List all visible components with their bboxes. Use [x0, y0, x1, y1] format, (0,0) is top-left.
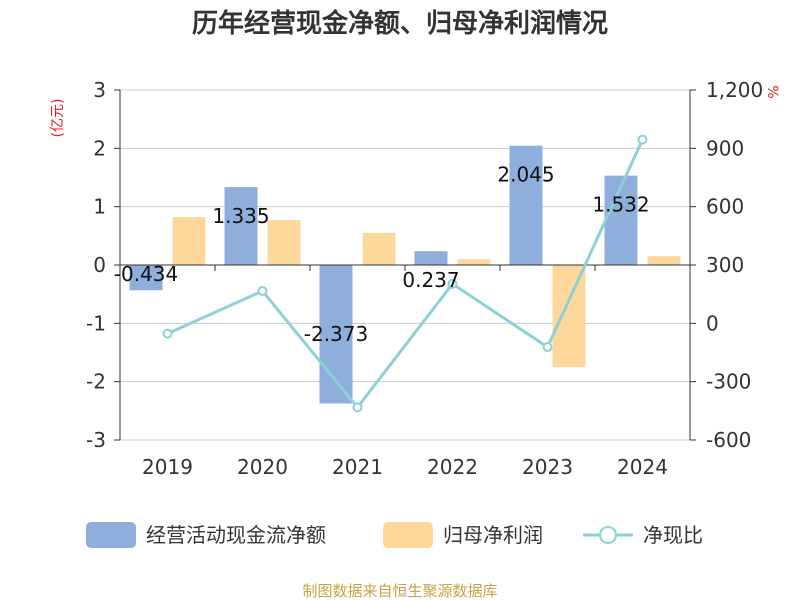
data-labels: -0.434 1.335 -2.373 0.237 2.045 1.532	[114, 163, 650, 346]
cashflow-data-label: 2.045	[497, 163, 554, 187]
bar-marks	[129, 145, 681, 404]
cashflow-bar	[414, 251, 448, 265]
left-tick-label: -2	[86, 370, 106, 394]
x-tick-label: 2023	[522, 455, 573, 479]
ratio-polyline	[166, 138, 644, 410]
cashflow-data-label: 1.532	[592, 193, 649, 217]
cashflow-bar	[604, 175, 638, 265]
ratio-line	[162, 134, 648, 413]
cashflow-data-label: 0.237	[402, 268, 459, 292]
ratio-point	[542, 342, 553, 353]
cashflow-data-label: -2.373	[304, 322, 368, 346]
left-tick-label: 2	[93, 136, 106, 160]
cashflow-bar	[509, 145, 543, 265]
net-profit-bar	[552, 265, 586, 368]
ratio-point	[162, 328, 173, 339]
source-note: 制图数据来自恒生聚源数据库	[302, 582, 497, 600]
left-tick-label: -1	[86, 311, 106, 335]
legend-label-ratio: 净现比	[643, 523, 703, 547]
net-profit-bar	[647, 256, 681, 265]
ratio-point	[352, 402, 363, 413]
left-tick-label: 3	[93, 78, 106, 102]
x-tick-label: 2022	[427, 455, 478, 479]
net-profit-bar	[457, 259, 491, 265]
ratio-point	[257, 286, 268, 297]
cashflow-bar	[129, 265, 163, 291]
chart-title: 历年经营现金净额、归母净利润情况	[192, 8, 608, 39]
left-tick-label: 1	[93, 195, 106, 219]
legend-marker-ratio	[599, 526, 617, 544]
right-axis-unit: %	[764, 85, 780, 98]
cashflow-data-label: 1.335	[212, 204, 269, 228]
net-profit-bar	[267, 220, 301, 265]
legend: 经营活动现金流净额 归母净利润 净现比	[86, 522, 703, 548]
legend-label-net-profit: 归母净利润	[443, 523, 543, 547]
right-tick-label: 900	[706, 136, 744, 160]
net-profit-bar	[362, 232, 396, 265]
x-tick-label: 2019	[142, 455, 193, 479]
right-tick-label: -300	[706, 370, 751, 394]
right-tick-label: -600	[706, 428, 751, 452]
ratio-point	[637, 134, 648, 145]
x-tick-label: 2021	[332, 455, 383, 479]
cashflow-bar	[224, 187, 258, 265]
cashflow-data-label: -0.434	[114, 262, 178, 286]
right-tick-label: 1,200	[706, 78, 763, 102]
left-tick-label: 0	[93, 253, 106, 277]
ratio-point	[447, 278, 458, 289]
axes: 3 2 1 0 -1 -2 -3 1,200 900 600 300 0 -300 -600 2019 202…	[86, 78, 763, 479]
left-axis-unit: (亿元)	[50, 99, 66, 138]
net-profit-bar	[172, 217, 206, 265]
legend-swatch-cashflow	[86, 522, 136, 548]
right-tick-label: 600	[706, 195, 744, 219]
x-tick-label: 2024	[617, 455, 668, 479]
x-tick-label: 2020	[237, 455, 288, 479]
right-tick-label: 300	[706, 253, 744, 277]
right-tick-label: 0	[706, 311, 719, 335]
left-tick-label: -3	[86, 428, 106, 452]
legend-swatch-net-profit	[383, 522, 433, 548]
legend-label-cashflow: 经营活动现金流净额	[146, 523, 326, 547]
